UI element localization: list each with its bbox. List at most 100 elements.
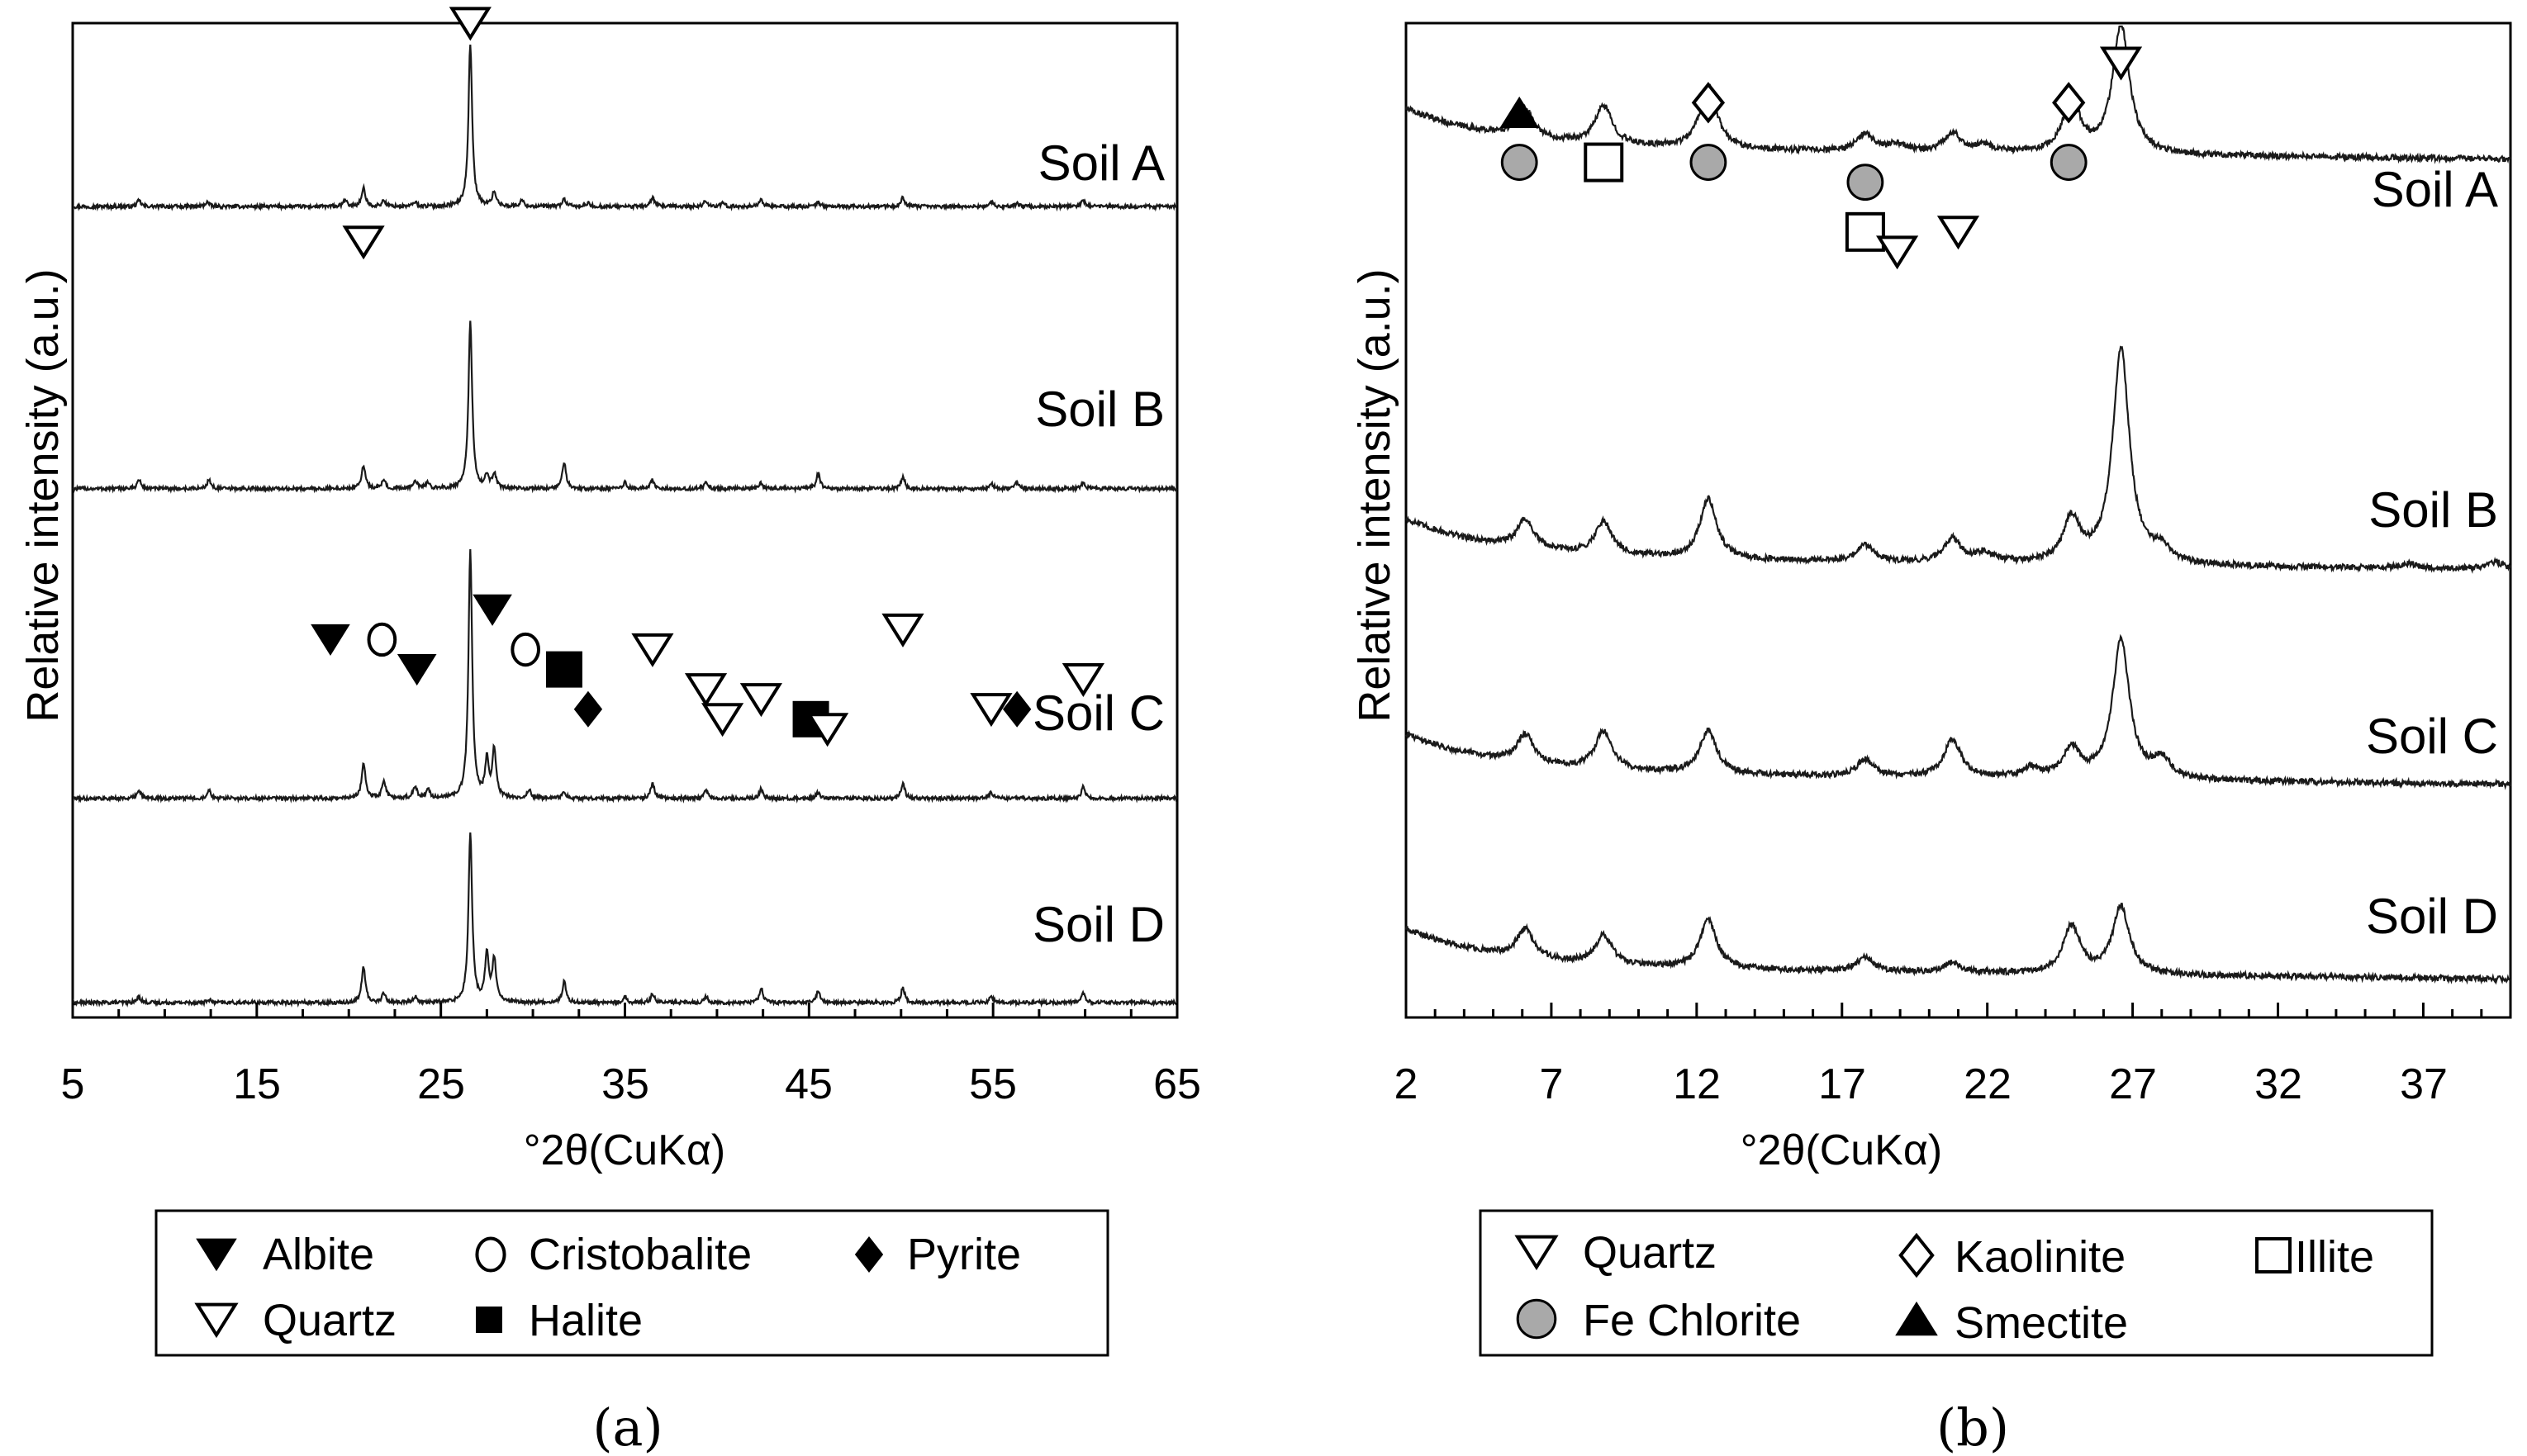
smectite-marker-icon bbox=[1499, 96, 1540, 128]
pyrite-marker-icon bbox=[854, 1236, 884, 1273]
legend-item-fe-chlorite: Fe Chlorite bbox=[1516, 1296, 1801, 1345]
soil-slot-a-3 bbox=[72, 548, 1179, 804]
tick-label: 55 bbox=[969, 1060, 1017, 1108]
legend-label-fe-chlorite: Fe Chlorite bbox=[1583, 1296, 1801, 1345]
quartz-marker-icon bbox=[1876, 235, 1919, 270]
illite-marker-icon bbox=[2255, 1237, 2292, 1273]
legend-item-cristobalite: Cristobalite bbox=[475, 1230, 752, 1279]
legend-box-a bbox=[154, 1209, 1109, 1357]
plot-frame-a bbox=[71, 21, 1179, 1019]
quartz-marker-icon bbox=[970, 693, 1013, 728]
xrd-pattern-soil-c bbox=[72, 548, 1179, 804]
fe-chlorite-marker-icon bbox=[1500, 144, 1538, 181]
series-label-soil-b: Soil B bbox=[2368, 482, 2498, 538]
quartz-marker-icon bbox=[194, 1302, 239, 1339]
fe-chlorite-marker-icon bbox=[1516, 1298, 1557, 1340]
albite-marker-icon bbox=[397, 654, 437, 686]
cristobalite-marker-icon bbox=[475, 1236, 506, 1273]
panel-b: Soil A Soil B Soil C Soil D 2 7 12 17 22… bbox=[1350, 21, 2512, 1456]
tick-label: 17 bbox=[1818, 1060, 1866, 1108]
legend-label-quartz: Quartz bbox=[263, 1296, 397, 1345]
soil-slots-a bbox=[71, 45, 1179, 1008]
tick-label: 5 bbox=[61, 1060, 85, 1108]
annotations-b bbox=[1499, 46, 2143, 270]
series-label-soil-a: Soil A bbox=[2372, 162, 2498, 217]
legend-item-quartz: Quartz bbox=[194, 1296, 397, 1345]
quartz-marker-icon bbox=[806, 713, 849, 747]
soil-slot-b-2 bbox=[1405, 345, 2512, 574]
quartz-marker-icon bbox=[1936, 216, 1980, 250]
tick-label: 15 bbox=[233, 1060, 281, 1108]
quartz-marker-icon bbox=[1062, 663, 1104, 698]
series-label-soil-d: Soil D bbox=[1033, 897, 1165, 952]
fe-chlorite-marker-icon bbox=[1689, 144, 1727, 181]
albite-marker-icon bbox=[196, 1238, 237, 1272]
xrd-pattern-soil-a bbox=[72, 45, 1178, 212]
tick-label: 2 bbox=[1394, 1060, 1418, 1108]
legend-item-halite: Halite bbox=[476, 1296, 643, 1345]
quartz-marker-icon bbox=[1514, 1235, 1559, 1271]
soil-slot-b-4 bbox=[1404, 903, 2511, 985]
panel-a: Soil A Soil B Soil C Soil D 5 15 25 35 4… bbox=[18, 7, 1201, 1456]
legend-label-smectite: Smectite bbox=[1955, 1298, 2128, 1348]
legend-label-cristobalite: Cristobalite bbox=[529, 1230, 752, 1279]
panel-caption-a: (a) bbox=[592, 1397, 663, 1456]
pyrite-marker-icon bbox=[1002, 690, 1032, 728]
soil-slot-b-3 bbox=[1405, 633, 2512, 790]
quartz-marker-icon bbox=[631, 633, 674, 667]
soil-slot-a-4 bbox=[71, 832, 1178, 1008]
cristobalite-marker-icon bbox=[511, 632, 541, 667]
x-axis-label-b: °2θ(CuKα) bbox=[1741, 1126, 1943, 1174]
tick-label: 22 bbox=[1964, 1060, 2012, 1108]
legend-label-pyrite: Pyrite bbox=[907, 1230, 1021, 1279]
y-axis-label-a: Relative intensity (a.u.) bbox=[18, 268, 68, 722]
legend-box-b bbox=[1479, 1209, 2434, 1357]
soil-slot-a-1 bbox=[72, 45, 1178, 212]
fe-chlorite-marker-icon bbox=[1516, 1298, 1557, 1340]
panel-caption-b: (b) bbox=[1936, 1397, 2009, 1456]
legend-label-quartz: Quartz bbox=[1583, 1228, 1717, 1278]
quartz-marker-icon bbox=[739, 683, 783, 718]
quartz-marker-icon bbox=[449, 7, 492, 41]
fe-chlorite-marker-icon bbox=[2050, 144, 2088, 181]
pyrite-marker-icon bbox=[573, 690, 603, 728]
xrd-pattern-soil-b bbox=[1405, 345, 2512, 574]
x-axis-ticks-b bbox=[1404, 1003, 2512, 1017]
quartz-marker-icon bbox=[2099, 46, 2143, 81]
legend-item-pyrite: Pyrite bbox=[854, 1230, 1021, 1279]
kaolinite-marker-icon bbox=[1691, 82, 1726, 124]
series-label-soil-b: Soil B bbox=[1035, 382, 1165, 437]
illite-marker-icon bbox=[1584, 142, 1624, 183]
fe-chlorite-marker-icon bbox=[1846, 164, 1884, 202]
xrd-pattern-soil-d bbox=[71, 832, 1178, 1008]
x-axis-label-a: °2θ(CuKα) bbox=[524, 1126, 726, 1174]
quartz-marker-icon bbox=[881, 613, 924, 647]
tick-label: 12 bbox=[1673, 1060, 1721, 1108]
tick-label: 32 bbox=[2254, 1060, 2302, 1108]
soil-slots-b bbox=[1404, 25, 2512, 985]
legend-item-smectite: Smectite bbox=[1895, 1298, 2128, 1348]
pyrite-marker-icon bbox=[854, 1236, 884, 1273]
halite-marker-icon bbox=[476, 1307, 502, 1333]
series-label-soil-c: Soil C bbox=[2366, 709, 2498, 764]
tick-label: 35 bbox=[601, 1060, 649, 1108]
xrd-pattern-soil-b bbox=[71, 320, 1178, 494]
tick-label: 37 bbox=[2400, 1060, 2448, 1108]
halite-marker-icon bbox=[545, 651, 582, 688]
tick-label: 45 bbox=[785, 1060, 833, 1108]
legend-label-illite: Illite bbox=[2295, 1232, 2374, 1282]
legend-label-kaolinite: Kaolinite bbox=[1955, 1232, 2126, 1282]
series-label-soil-a: Soil A bbox=[1038, 135, 1165, 191]
xrd-pattern-soil-d bbox=[1404, 903, 2511, 985]
y-axis-label-b: Relative intensity (a.u.) bbox=[1350, 268, 1399, 722]
tick-label: 25 bbox=[417, 1060, 465, 1108]
series-label-soil-d: Soil D bbox=[2366, 889, 2498, 944]
kaolinite-marker-icon bbox=[1898, 1232, 1935, 1278]
legend-item-quartz: Quartz bbox=[1514, 1228, 1717, 1278]
tick-label: 65 bbox=[1153, 1060, 1201, 1108]
quartz-marker-icon bbox=[342, 225, 385, 260]
annotations-a bbox=[311, 7, 1104, 747]
series-label-soil-c: Soil C bbox=[1033, 685, 1165, 741]
quartz-marker-icon bbox=[1514, 1235, 1559, 1271]
